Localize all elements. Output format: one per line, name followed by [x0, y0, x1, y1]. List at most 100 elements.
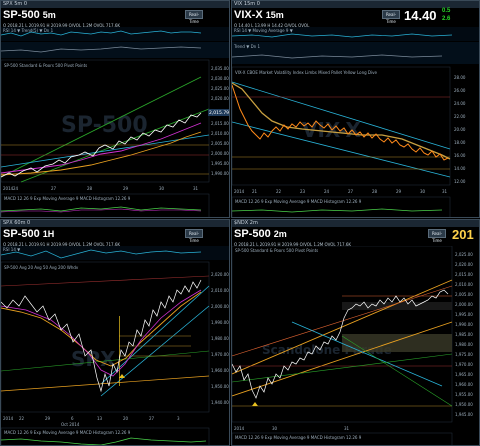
svg-text:1,995.00: 1,995.00 [211, 161, 229, 166]
svg-text:21: 21 [252, 189, 258, 194]
svg-text:2,030.00: 2,030.00 [211, 76, 229, 81]
svg-text:27: 27 [51, 186, 57, 191]
svg-text:2,035.00: 2,035.00 [211, 66, 229, 71]
window-title: SPX 60m 0 [1, 220, 229, 227]
ma-magenta [1, 122, 202, 174]
svg-text:28: 28 [87, 186, 93, 191]
trend-pane [232, 42, 479, 64]
price-legend: SP-500 Standard & Poors 500 Pivot Points [4, 63, 87, 68]
macd-pane [1, 193, 210, 217]
ma-orange [1, 291, 202, 367]
svg-text:2,010.00: 2,010.00 [211, 131, 229, 136]
svg-text:2,000.00: 2,000.00 [211, 304, 229, 309]
svg-text:6: 6 [71, 416, 74, 421]
svg-text:2014: 2014 [3, 186, 14, 191]
channel-lower [232, 121, 451, 178]
rsi-line [232, 33, 453, 38]
svg-text:2,010.00: 2,010.00 [455, 282, 473, 287]
window-title: $NDX 2m [232, 220, 479, 227]
orange-trendline [232, 279, 453, 375]
window-title: VIX 15m 0 [232, 1, 479, 8]
resistance-zone [342, 302, 452, 310]
svg-text:31: 31 [442, 189, 448, 194]
svg-text:Oct 2014: Oct 2014 [61, 422, 80, 427]
macd-line [1, 437, 207, 445]
pane2-legend: RSI 14 ▼ Moving Average 9 ▼ [234, 28, 294, 33]
svg-text:1,970.00: 1,970.00 [455, 362, 473, 367]
svg-text:2,025.00: 2,025.00 [211, 86, 229, 91]
price-line [1, 112, 202, 178]
realtime-button[interactable]: Real-Time [185, 229, 203, 243]
svg-text:22: 22 [19, 416, 25, 421]
svg-text:2,025.00: 2,025.00 [455, 252, 473, 257]
svg-text:2014: 2014 [234, 189, 245, 194]
svg-text:1,950.00: 1,950.00 [455, 402, 473, 407]
svg-text:3: 3 [177, 416, 180, 421]
macd-signal [1, 208, 202, 213]
rsi-line [1, 30, 202, 37]
spx-5m-window[interactable]: SPX 5m 0 SP-500 5m Real-Time O 2018.21 L… [0, 0, 230, 218]
svg-text:13: 13 [97, 416, 103, 421]
svg-text:1,990.00: 1,990.00 [455, 322, 473, 327]
svg-text:20: 20 [123, 416, 129, 421]
channel-upper [232, 81, 451, 150]
orange-trendline [1, 375, 210, 392]
svg-text:2,005.00: 2,005.00 [455, 292, 473, 297]
svg-text:29: 29 [123, 186, 129, 191]
svg-text:2,000.00: 2,000.00 [455, 302, 473, 307]
green-trendline [341, 335, 453, 407]
pivot-line [1, 275, 210, 287]
macd-legend: MACD 12.26 9 Exp Moving Average 9 MACD H… [4, 430, 131, 435]
date-axis: 2014 30 31 [234, 426, 350, 431]
svg-text:27: 27 [149, 416, 155, 421]
spx-60m-window[interactable]: SPX 60m 0 SP-500 1H Real-Time O 2018.21 … [0, 219, 230, 446]
svg-text:31: 31 [193, 186, 199, 191]
vix-15m-window[interactable]: VIX 15m 0 VIX-X 15m Real-Time 14.40 0.5 … [231, 0, 480, 218]
ohlc-readout: O 2018.21 L 2019.91 H 2019.99 O/VOL 1.2M… [234, 242, 351, 247]
svg-text:26.00: 26.00 [454, 88, 466, 93]
svg-text:29: 29 [45, 416, 51, 421]
green-trendline [232, 353, 453, 383]
arrow-up-icon [252, 402, 258, 406]
svg-text:2014: 2014 [234, 426, 245, 431]
svg-text:23: 23 [300, 189, 306, 194]
macd-line [1, 206, 202, 212]
svg-text:2,020.00: 2,020.00 [211, 96, 229, 101]
svg-text:29: 29 [396, 189, 402, 194]
svg-text:30: 30 [272, 426, 278, 431]
svg-text:2,000.00: 2,000.00 [211, 151, 229, 156]
rsi-pane [1, 246, 229, 260]
realtime-button[interactable]: Real-Time [428, 229, 446, 243]
svg-text:30: 30 [159, 186, 165, 191]
svg-text:1,980.00: 1,980.00 [455, 342, 473, 347]
svg-text:24.00: 24.00 [454, 101, 466, 106]
macd-legend: MACD 12.26 9 Exp Moving Average 9 MACD H… [235, 199, 362, 204]
realtime-button[interactable]: Real-Time [185, 10, 203, 24]
ndx-2m-chart[interactable]: SP-500 Standard & Poors 500 Pivot Points… [232, 246, 480, 446]
macd-pane [232, 432, 453, 445]
ndx-2m-window[interactable]: $NDX 2m SP-500 2m Real-Time 201 O 2018.2… [231, 219, 480, 446]
date-axis: 2014 24 27 28 29 30 31 [3, 186, 199, 191]
date-axis: 2014 22 29 6 13 20 27 3 Oct 2014 [3, 416, 180, 427]
vix-price-line [232, 84, 449, 161]
green-trendline-1 [1, 76, 202, 178]
spx-60m-chart[interactable]: RSI 14 ▼ SP-500 Avg 20 Avg 50 Avg 200 Wh… [1, 246, 230, 446]
vix-15m-chart[interactable]: RSI 14 ▼ Moving Average 9 ▼ Trend ▼ Dn 1… [232, 27, 480, 218]
svg-text:1,945.00: 1,945.00 [455, 412, 473, 417]
realtime-button[interactable]: Real-Time [382, 10, 400, 24]
spx-5m-chart[interactable]: RSI 14 ▼ Trend(5) ▼ Dn 1 SP-500 Standard… [1, 27, 230, 218]
pane2-legend: RSI 14 ▼ [3, 247, 21, 252]
price-line [1, 279, 202, 393]
svg-text:2,005.00: 2,005.00 [211, 141, 229, 146]
cyan-trendline [291, 321, 443, 387]
arrow-up-icon [119, 374, 125, 378]
last-price: 14.40 [404, 8, 437, 23]
watermark: SPX [71, 347, 116, 371]
svg-text:14.00: 14.00 [454, 166, 466, 171]
svg-text:1,950.00: 1,950.00 [211, 384, 229, 389]
svg-text:24: 24 [13, 186, 19, 191]
price-pane [1, 261, 210, 413]
ma-magenta [1, 289, 202, 377]
symbol-label: VIX-X 15m [234, 9, 284, 21]
